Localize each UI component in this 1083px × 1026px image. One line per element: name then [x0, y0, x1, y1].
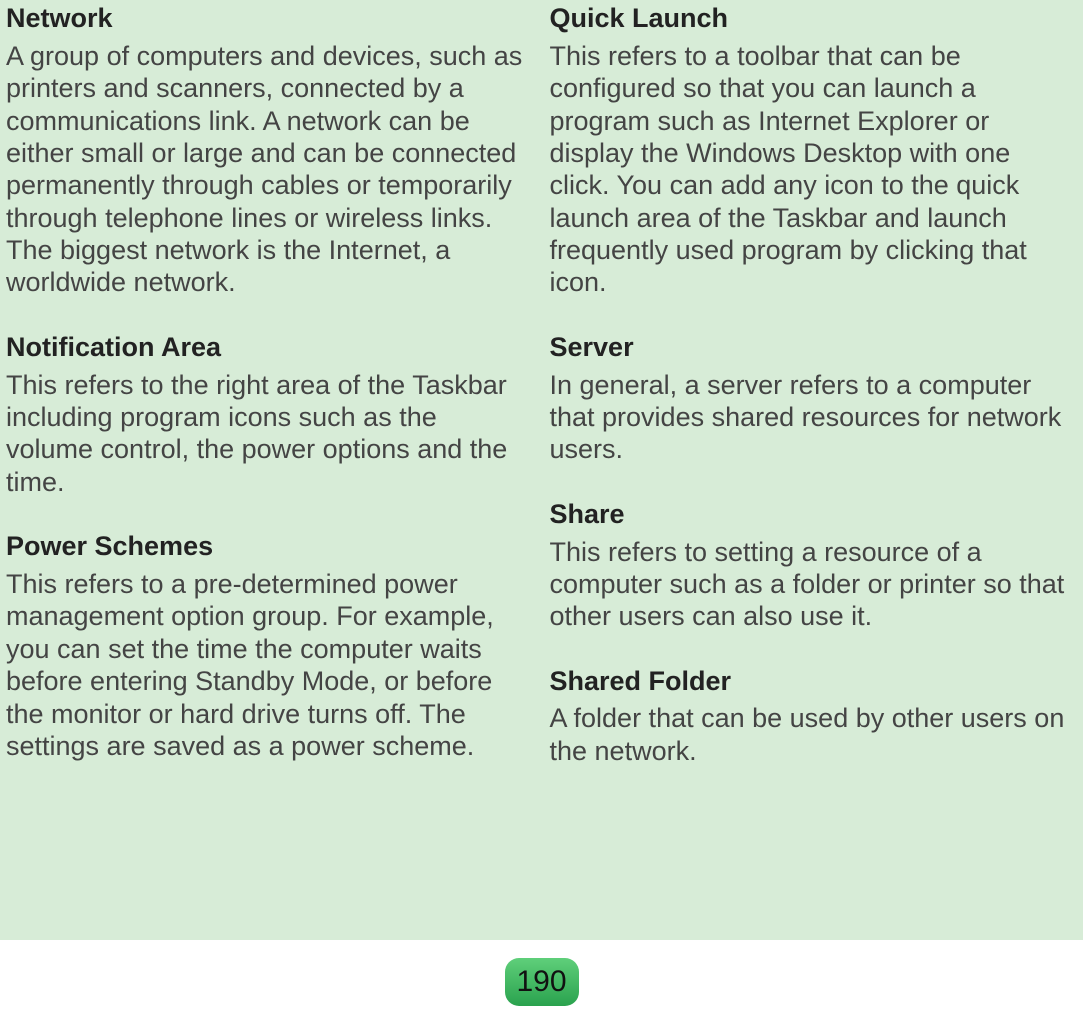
- glossary-entry: Notification Area This refers to the rig…: [6, 331, 524, 498]
- glossary-definition: This refers to the right area of the Tas…: [6, 369, 524, 499]
- glossary-definition: A group of computers and devices, such a…: [6, 40, 524, 299]
- glossary-term: Shared Folder: [550, 665, 1076, 699]
- glossary-term: Server: [550, 331, 1076, 365]
- page-number-badge: 190: [505, 958, 579, 1006]
- glossary-entry: Network A group of computers and devices…: [6, 2, 524, 299]
- glossary-term: Notification Area: [6, 331, 524, 365]
- glossary-definition: In general, a server refers to a compute…: [550, 369, 1076, 466]
- glossary-entry: Quick Launch This refers to a toolbar th…: [550, 2, 1076, 299]
- glossary-term: Network: [6, 2, 524, 36]
- glossary-entry: Shared Folder A folder that can be used …: [550, 665, 1076, 768]
- glossary-page: Network A group of computers and devices…: [0, 0, 1083, 940]
- right-column: Quick Launch This refers to a toolbar th…: [542, 0, 1083, 940]
- glossary-definition: A folder that can be used by other users…: [550, 702, 1076, 767]
- page-footer: 190: [0, 940, 1083, 1026]
- glossary-definition: This refers to setting a resource of a c…: [550, 536, 1076, 633]
- glossary-entry: Share This refers to setting a resource …: [550, 498, 1076, 633]
- glossary-term: Share: [550, 498, 1076, 532]
- glossary-entry: Power Schemes This refers to a pre-deter…: [6, 530, 524, 762]
- columns: Network A group of computers and devices…: [0, 0, 1083, 940]
- glossary-entry: Server In general, a server refers to a …: [550, 331, 1076, 466]
- glossary-term: Power Schemes: [6, 530, 524, 564]
- left-column: Network A group of computers and devices…: [0, 0, 542, 940]
- glossary-term: Quick Launch: [550, 2, 1076, 36]
- glossary-definition: This refers to a pre-determined power ma…: [6, 568, 524, 762]
- glossary-definition: This refers to a toolbar that can be con…: [550, 40, 1076, 299]
